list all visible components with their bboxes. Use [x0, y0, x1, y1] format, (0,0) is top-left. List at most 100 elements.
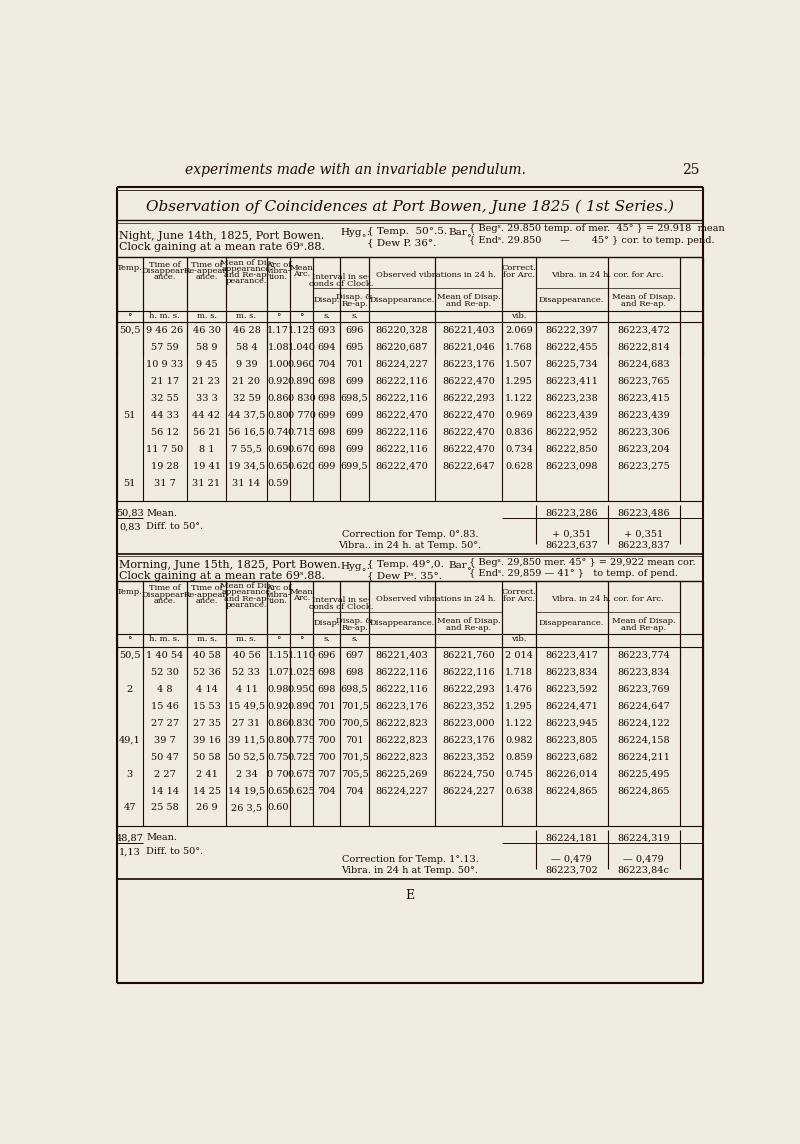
Text: 27 27: 27 27: [150, 718, 178, 728]
Text: 8 1: 8 1: [199, 445, 214, 454]
Text: Disappearance.: Disappearance.: [539, 296, 604, 304]
Text: 31 14: 31 14: [233, 478, 261, 487]
Text: 56 12: 56 12: [150, 428, 178, 437]
Text: Disappear-: Disappear-: [142, 590, 188, 598]
Text: vib.: vib.: [511, 312, 526, 320]
Text: 4 14: 4 14: [196, 685, 218, 694]
Text: + 0,351: + 0,351: [624, 530, 663, 539]
Text: h. m. s.: h. m. s.: [150, 312, 180, 320]
Text: Re-ap.: Re-ap.: [341, 301, 368, 309]
Text: 0.75: 0.75: [267, 753, 289, 762]
Text: 2 27: 2 27: [154, 770, 176, 779]
Text: Temp.: Temp.: [117, 588, 142, 596]
Text: h. m. s.: h. m. s.: [150, 635, 180, 643]
Text: 51: 51: [124, 478, 136, 487]
Text: 86222,470: 86222,470: [442, 445, 495, 454]
Text: ance.: ance.: [195, 273, 218, 281]
Text: 1.025: 1.025: [287, 668, 315, 677]
Text: 86224,181: 86224,181: [546, 834, 598, 842]
Text: 46 30: 46 30: [193, 326, 221, 335]
Text: 86222,823: 86222,823: [375, 718, 428, 728]
Text: { Dew Pˢ. 35°.: { Dew Pˢ. 35°.: [367, 572, 442, 581]
Text: 86224,471: 86224,471: [545, 701, 598, 710]
Text: 0.59: 0.59: [267, 478, 289, 487]
Text: 51: 51: [124, 411, 136, 420]
Text: 698: 698: [318, 376, 336, 386]
Text: + 0,351: + 0,351: [552, 530, 591, 539]
Text: 4 11: 4 11: [235, 685, 258, 694]
Text: 0.745: 0.745: [505, 770, 533, 779]
Text: 86223,286: 86223,286: [546, 509, 598, 517]
Text: 1.07: 1.07: [267, 668, 289, 677]
Text: pearance.: pearance.: [226, 277, 267, 285]
Text: 1.507: 1.507: [505, 360, 533, 368]
Text: Mean of Disap.: Mean of Disap.: [612, 617, 675, 625]
Text: 32 55: 32 55: [150, 394, 178, 403]
Text: 86223,176: 86223,176: [442, 736, 495, 745]
Text: 86225,269: 86225,269: [376, 770, 428, 779]
Text: 86223,84c: 86223,84c: [618, 866, 670, 875]
Text: 0.80: 0.80: [267, 736, 289, 745]
Text: 40 56: 40 56: [233, 651, 260, 660]
Text: m. s.: m. s.: [197, 312, 217, 320]
Text: 699,5: 699,5: [341, 461, 368, 470]
Text: 0.670: 0.670: [288, 445, 315, 454]
Text: Re-appear-: Re-appear-: [183, 590, 230, 598]
Text: 0.830: 0.830: [288, 718, 315, 728]
Text: tion.: tion.: [269, 273, 288, 281]
Text: 701: 701: [318, 701, 336, 710]
Text: 9 45: 9 45: [196, 360, 218, 368]
Text: 1.08: 1.08: [267, 343, 289, 352]
Text: Hyg˳.: Hyg˳.: [340, 229, 370, 237]
Text: Mean.: Mean.: [146, 834, 178, 842]
Text: pearance.: pearance.: [226, 601, 267, 609]
Text: 1.295: 1.295: [505, 701, 533, 710]
Text: 0.836: 0.836: [505, 428, 533, 437]
Text: Disappearance.: Disappearance.: [539, 619, 604, 627]
Text: 1.110: 1.110: [287, 651, 315, 660]
Text: Time of: Time of: [190, 261, 222, 269]
Text: Vibra. in 24 h. cor. for Arc.: Vibra. in 24 h. cor. for Arc.: [551, 271, 664, 279]
Text: Morning, June 15th, 1825, Port Bowen.: Morning, June 15th, 1825, Port Bowen.: [119, 559, 341, 570]
Text: 19 28: 19 28: [150, 461, 178, 470]
Text: 9 46 26: 9 46 26: [146, 326, 183, 335]
Text: Hyg˳.: Hyg˳.: [340, 563, 370, 572]
Text: Time of: Time of: [149, 261, 181, 269]
Text: 700: 700: [318, 718, 336, 728]
Text: 0.625: 0.625: [288, 787, 315, 795]
Text: 2.069: 2.069: [505, 326, 533, 335]
Text: 1.768: 1.768: [505, 343, 533, 352]
Text: Diff. to 50°.: Diff. to 50°.: [146, 523, 204, 532]
Text: 2 41: 2 41: [196, 770, 218, 779]
Text: 21 20: 21 20: [233, 376, 261, 386]
Text: 705,5: 705,5: [341, 770, 369, 779]
Text: 1.476: 1.476: [505, 685, 533, 694]
Text: 7 55,5: 7 55,5: [231, 445, 262, 454]
Text: 2 014: 2 014: [505, 651, 533, 660]
Text: 86222,293: 86222,293: [442, 394, 495, 403]
Text: 701,5: 701,5: [341, 753, 369, 762]
Text: 52 36: 52 36: [193, 668, 221, 677]
Text: for Arc.: for Arc.: [503, 595, 535, 603]
Text: 1.718: 1.718: [505, 668, 533, 677]
Text: 86224,227: 86224,227: [375, 360, 428, 368]
Text: 698: 698: [318, 668, 336, 677]
Text: 704: 704: [318, 360, 336, 368]
Text: 50 47: 50 47: [150, 753, 178, 762]
Text: 0,83: 0,83: [119, 523, 141, 532]
Text: 698: 698: [318, 445, 336, 454]
Text: m. s.: m. s.: [197, 635, 217, 643]
Text: °: °: [127, 313, 132, 321]
Text: and Re-ap-: and Re-ap-: [224, 595, 269, 603]
Text: Interval in se-: Interval in se-: [312, 272, 370, 280]
Text: Vibra. in 24 h at Temp. 50°.: Vibra. in 24 h at Temp. 50°.: [342, 866, 478, 875]
Text: 0.715: 0.715: [287, 428, 315, 437]
Text: 699: 699: [346, 445, 364, 454]
Text: vibra-: vibra-: [266, 590, 290, 598]
Text: 86224,122: 86224,122: [618, 718, 670, 728]
Text: 14 25: 14 25: [193, 787, 221, 795]
Text: Disappearance.: Disappearance.: [369, 619, 434, 627]
Text: { Begˢ. 29,850 mer. 45° } = 29,922 mean cor.: { Begˢ. 29,850 mer. 45° } = 29,922 mean …: [469, 558, 695, 566]
Text: 49,1: 49,1: [119, 736, 141, 745]
Text: 57 59: 57 59: [151, 343, 178, 352]
